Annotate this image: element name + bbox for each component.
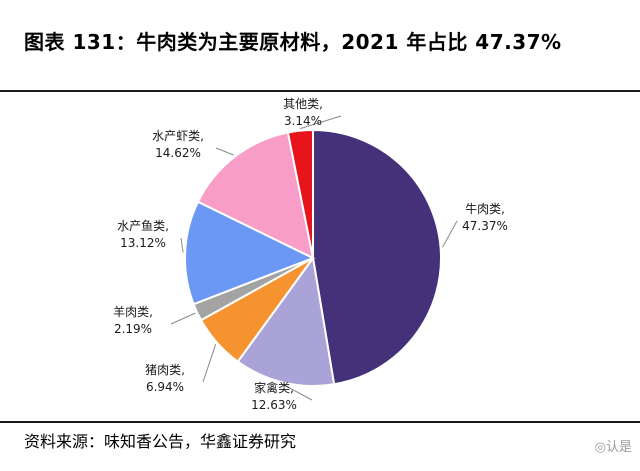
slice-label-name: 其他类, [283, 97, 323, 111]
top-divider [0, 90, 640, 92]
bottom-divider [0, 421, 640, 423]
leader-line [442, 220, 458, 248]
pie-slice [184, 200, 316, 306]
slice-label-name: 水产鱼类, [117, 219, 169, 233]
slice-label-value: 47.37% [462, 219, 508, 233]
slice-label-value: 3.14% [284, 114, 322, 128]
slice-label-name: 水产虾类, [152, 129, 204, 143]
pie-slice [286, 128, 314, 259]
slice-label-value: 13.12% [120, 236, 166, 250]
source-note: 资料来源：味知香公告，华鑫证券研究 [24, 432, 297, 451]
watermark: ◎认是 [595, 436, 632, 455]
slice-label-value: 14.62% [155, 146, 201, 160]
pie-slice [196, 131, 315, 260]
slice-label-value: 6.94% [146, 380, 184, 394]
leader-line [180, 237, 184, 253]
chart-title: 图表 131：牛肉类为主要原材料，2021 年占比 47.37% [24, 30, 562, 54]
watermark-icon: ◎ [594, 440, 606, 455]
leader-line [300, 115, 342, 130]
slice-label-name: 羊肉类, [113, 304, 153, 319]
slice-label-name: 家禽类, [254, 380, 294, 395]
leader-line [282, 384, 313, 401]
slice-label-value: 12.63% [251, 398, 297, 412]
watermark-text: 认是 [605, 440, 632, 455]
leader-line [215, 147, 234, 156]
pie-slice [236, 255, 336, 387]
slice-label-name: 牛肉类, [465, 201, 505, 216]
leader-line [202, 344, 217, 383]
leader-line [170, 312, 196, 325]
pie-slice [312, 128, 442, 386]
slice-label-name: 猪肉类, [145, 363, 185, 377]
slice-label-value: 2.19% [114, 322, 152, 336]
